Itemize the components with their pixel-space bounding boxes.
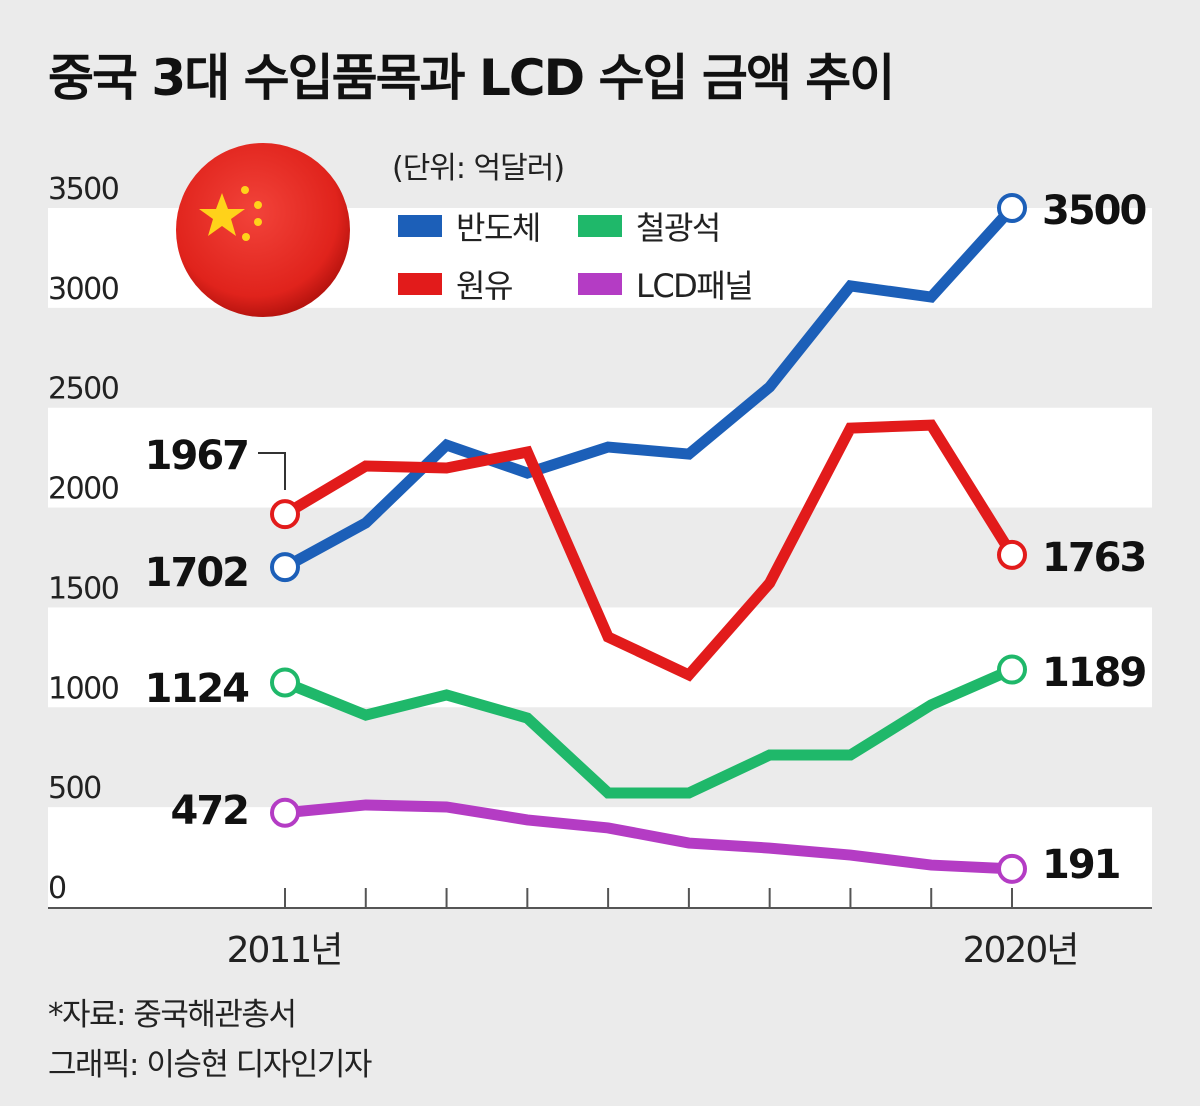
start-value-label: 1702 [145,550,248,596]
end-value-label: 1763 [1042,535,1145,581]
data-point [270,667,300,698]
data-point [270,552,300,583]
legend-label: 반도체 [456,209,540,247]
x-tick-label: 2011년 [227,930,342,971]
legend-swatch [578,273,622,295]
x-tick-label: 2020년 [963,930,1078,971]
china-flag-icon [176,143,350,317]
y-tick-label: 3000 [48,272,119,307]
y-tick-label: 500 [48,771,101,806]
series-line-LCD패널 [284,799,1013,875]
y-tick-label: 3500 [48,172,119,207]
source-note: *자료: 중국해관총서 [48,997,295,1033]
data-point [997,853,1027,884]
y-axis: 0 500 1000 1500 2000 2500 3000 3500 [48,172,120,906]
y-tick-label: 2000 [48,472,119,507]
legend-label: 원유 [456,267,512,305]
y-tick-label: 1500 [48,571,119,606]
y-tick-label: 0 [48,871,66,906]
end-value-label: 191 [1042,842,1120,888]
legend-swatch [398,273,442,295]
end-value-label: 1189 [1042,650,1145,696]
series-line-원유 [282,419,1017,682]
series-line-반도체 [282,204,1017,572]
start-value-label: 472 [171,788,249,834]
data-point [270,797,300,828]
legend-swatch [578,215,622,237]
end-value-label: 3500 [1042,188,1145,234]
data-point [997,539,1027,570]
start-value-label: 1967 [145,433,248,479]
legend-swatch [398,215,442,237]
y-tick-label: 1000 [48,671,119,706]
x-axis [284,888,1013,908]
credit-note: 그래픽: 이승현 디자인기자 [48,1047,372,1083]
legend-label: 철광석 [636,209,720,247]
data-point [997,654,1027,685]
callout-line [258,452,286,490]
chart-title: 중국 3대 수입품목과 LCD 수입 금액 추이 [48,49,893,107]
unit-label: (단위: 억달러) [392,151,564,186]
data-point [270,499,300,530]
series-line-철광석 [282,664,1015,799]
data-point [997,193,1027,223]
y-tick-label: 2500 [48,372,119,407]
start-value-label: 1124 [145,666,248,712]
legend-label: LCD패널 [636,267,752,305]
